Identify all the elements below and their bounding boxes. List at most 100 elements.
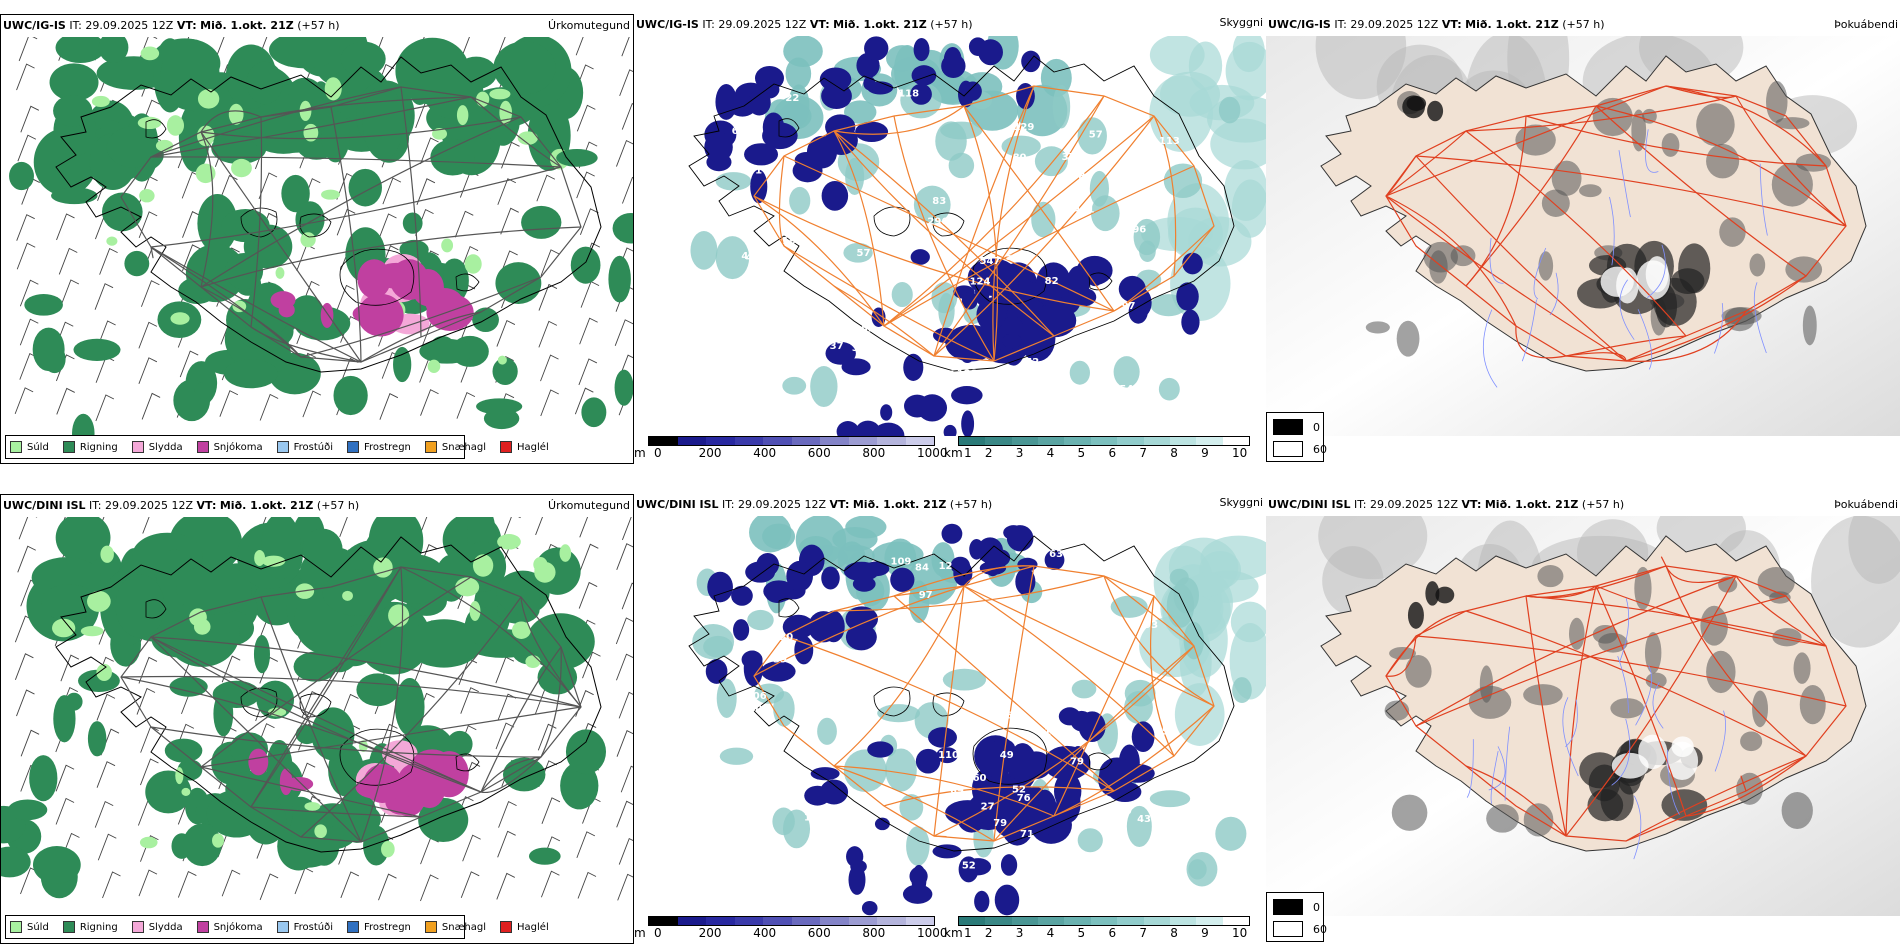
colorbar-tick: 4 (1046, 926, 1055, 940)
road-network (120, 566, 582, 843)
colorbar-segment (1038, 437, 1065, 445)
colorbar-tick: 4 (1046, 446, 1055, 460)
visibility-label: 54 (1006, 252, 1020, 263)
colorbar-segment (1090, 437, 1118, 445)
colorbar-unit: m (634, 926, 646, 940)
colorbar-segment (649, 437, 678, 445)
panel-title: Úrkomutegund (548, 19, 630, 32)
panel-header: UWC/IG-IS IT: 29.09.2025 12Z VT: Mið. 1.… (1268, 18, 1605, 31)
legend-item: Frostúði (276, 921, 333, 933)
colorbar-tick: 1 (964, 926, 972, 940)
legend-swatch (10, 921, 22, 933)
colorbar-segment (848, 917, 877, 925)
visibility-label: 128 (779, 866, 800, 877)
legend-label: Slydda (148, 921, 183, 933)
colorbar-segment (649, 917, 678, 925)
colorbar-tick: 10 (1232, 446, 1248, 460)
colorbar-tick: 8 (1170, 926, 1178, 940)
colorbar-segment (1011, 437, 1039, 445)
colorbar-tick: 5 (1077, 926, 1086, 940)
colorbar-tick: 6 (1108, 926, 1117, 940)
fog-map (1266, 36, 1900, 436)
colorbar-tick: 0 (654, 446, 662, 460)
colorbar-tick: 7 (1139, 926, 1147, 940)
panel-header: UWC/DINI ISL IT: 29.09.2025 12Z VT: Mið.… (1268, 498, 1625, 511)
visibility-label: 80 (1013, 153, 1027, 164)
panel-header: UWC/IG-IS IT: 29.09.2025 12Z VT: Mið. 1.… (3, 19, 340, 32)
legend-label: Snjókoma (213, 921, 263, 933)
fog-panel-top: UWC/IG-IS IT: 29.09.2025 12Z VT: Mið. 1.… (1266, 14, 1900, 464)
panel-header: UWC/DINI ISL IT: 29.09.2025 12Z VT: Mið.… (3, 499, 360, 512)
visibility-label: 118 (898, 88, 919, 99)
ceiling-colorbar: m 0 200 400 600 800 1000 (634, 916, 948, 942)
legend-label: Snjókoma (213, 441, 263, 453)
legend-label: Frostúði (293, 921, 333, 933)
legend-label: Frostregn (364, 921, 411, 933)
road-network (753, 565, 1215, 842)
legend-swatch (196, 921, 209, 933)
panel-title: Þokuábendi (1834, 498, 1898, 511)
visibility-label: 296 (1125, 224, 1146, 235)
visibility-label: 30 (856, 691, 870, 702)
road-network (753, 85, 1215, 362)
colorbar-tick: 7 (1139, 446, 1147, 460)
colorbar-segment (959, 437, 986, 445)
legend-label: Rigning (79, 441, 118, 453)
river-network (1483, 129, 1768, 388)
colorbar-tick: 200 (698, 926, 722, 940)
colorbar-segment (1090, 917, 1118, 925)
visibility-label: 91 (748, 166, 762, 177)
visibility-label: 64 (941, 369, 955, 380)
legend-swatch (500, 921, 513, 933)
colorbar-tick: 800 (862, 446, 886, 460)
visibility-label: 210 (1111, 806, 1132, 817)
fog-map (1266, 516, 1900, 916)
legend-item: Slydda (131, 921, 183, 933)
legend-label: Súld (27, 441, 49, 453)
colorbar-tick: 3 (1015, 446, 1024, 460)
visibility-label: 547 (979, 256, 1000, 267)
fog-legend-swatch (1273, 441, 1303, 457)
colorbar-segment (1038, 917, 1065, 925)
visibility-label: 110 (938, 750, 959, 761)
legend-swatch (131, 441, 144, 453)
river-network (1466, 598, 1726, 860)
legend-swatch (347, 921, 359, 933)
visibility-label: 110 (804, 693, 825, 704)
colorbar-tick: 600 (807, 446, 831, 460)
visibility-label: 42 (741, 251, 755, 262)
visibility-label: 54 (1119, 384, 1133, 395)
visibility-label: 120 (772, 632, 793, 643)
visibility-label: 84 (915, 562, 929, 573)
visibility-label: 27 (981, 802, 995, 813)
colorbar-segment (1169, 437, 1197, 445)
visibility-label: 59 (1003, 667, 1017, 678)
colorbar-segment (706, 917, 735, 925)
fog-legend-swatch (1273, 921, 1303, 937)
visibility-colorbar: km 1 2 3 4 5 6 7 8 9 10 (944, 436, 1254, 462)
colorbar-segment (959, 917, 986, 925)
colorbar-tick: 10 (1232, 926, 1248, 940)
visibility-label: 45 (1155, 727, 1169, 738)
visibility-label: 79 (1070, 757, 1084, 768)
colorbar-tick: 200 (698, 446, 722, 460)
visibility-label: 296 (927, 217, 948, 228)
colorbar-strip (958, 916, 1250, 926)
fog-legend-item: 0 (1273, 899, 1320, 915)
colorbar-segment (1196, 437, 1223, 445)
colorbar-tick: 0 (654, 926, 662, 940)
legend-swatch (62, 441, 75, 453)
colorbar-strip (648, 916, 935, 926)
visibility-label: 88 (1001, 657, 1015, 668)
legend-item: Haglél (500, 441, 549, 453)
ceiling-colorbar: m 0 200 400 600 800 1000 (634, 436, 948, 462)
colorbar-tick: 3 (1015, 926, 1024, 940)
legend-item: Snjókoma (196, 921, 263, 933)
colorbar-tick: 8 (1170, 446, 1178, 460)
precip-type-panel-bottom: UWC/DINI ISL IT: 29.09.2025 12Z VT: Mið.… (0, 494, 634, 944)
legend-label: Rigning (79, 921, 118, 933)
visibility-label: 93 (1144, 620, 1158, 631)
visibility-label: 50 (888, 209, 902, 220)
colorbar-tick: 1000 (917, 446, 948, 460)
visibility-label: 53 (1112, 236, 1126, 247)
